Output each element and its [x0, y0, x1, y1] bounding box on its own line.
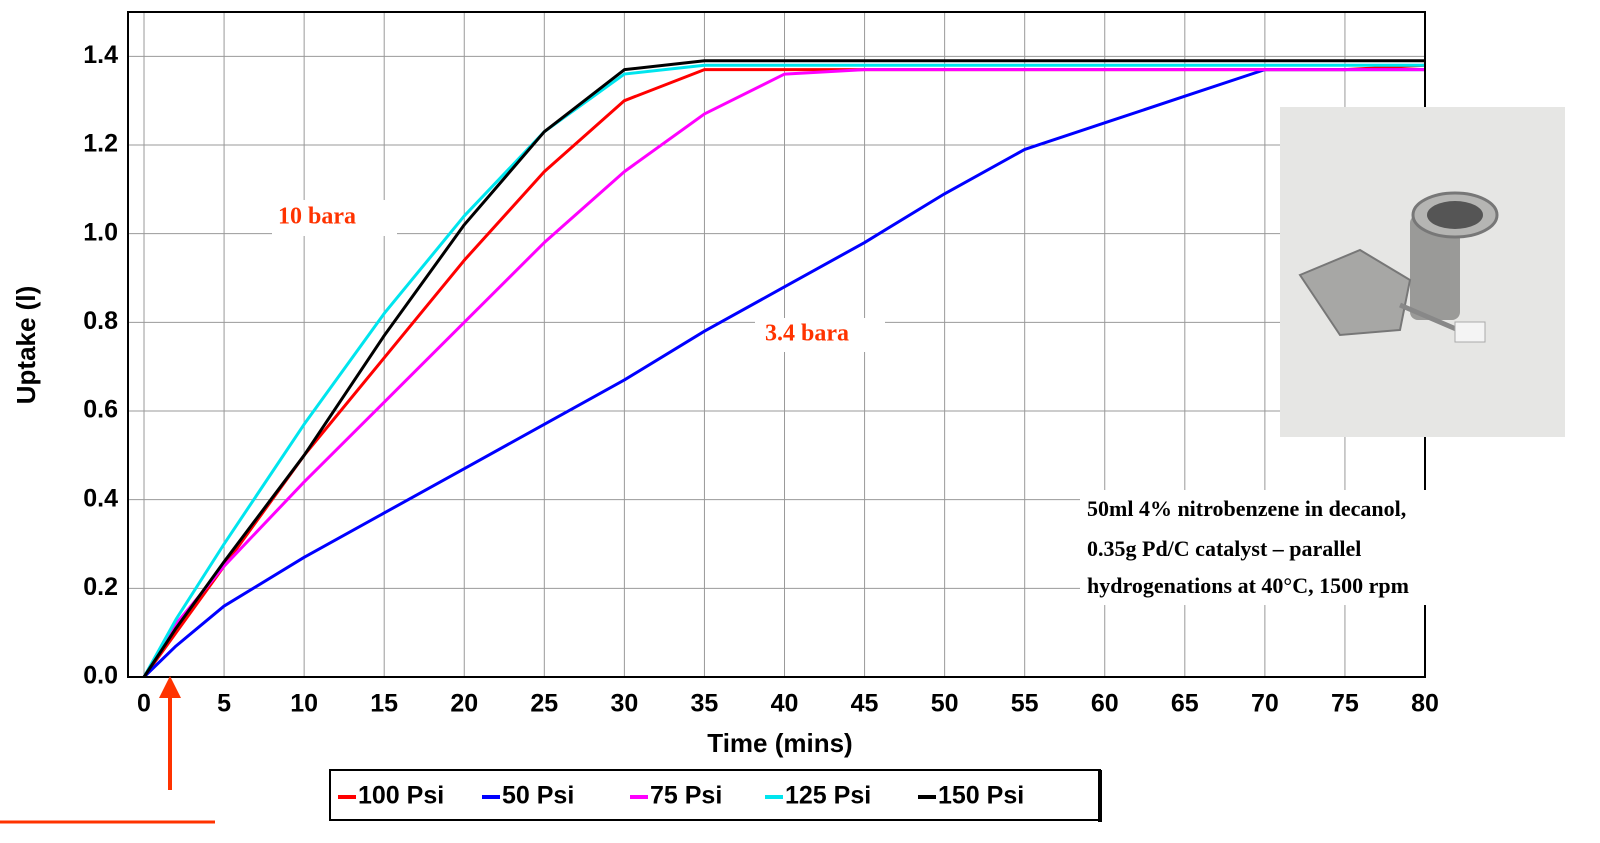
legend-label: 125 Psi: [785, 782, 871, 810]
annotation-background: [272, 200, 397, 236]
series-line: [142, 63, 1425, 678]
series-lines: [142, 59, 1426, 679]
x-tick-label: 30: [610, 690, 638, 718]
legend-label: 75 Psi: [650, 782, 722, 810]
x-tick-label: 25: [530, 690, 558, 718]
series-line: [142, 68, 1425, 678]
photo-cylinder-hole: [1427, 201, 1483, 229]
x-tick-label: 35: [691, 690, 719, 718]
x-tick-label: 20: [450, 690, 478, 718]
y-tick-label: 0.0: [83, 662, 118, 690]
y-tick-label: 0.2: [83, 573, 118, 601]
photo: [1280, 107, 1565, 437]
x-tick-label: 10: [290, 690, 318, 718]
x-tick-label: 50: [931, 690, 959, 718]
arrow-head: [159, 676, 181, 698]
x-tick-label: 45: [851, 690, 879, 718]
note-line: 0.35g Pd/C catalyst – parallel: [1087, 536, 1361, 561]
y-tick-label: 0.4: [83, 484, 118, 512]
x-tick-label: 70: [1251, 690, 1279, 718]
legend-label: 50 Psi: [502, 782, 574, 810]
y-axis-title: Uptake (l): [11, 286, 41, 404]
y-tick-label: 1.4: [83, 41, 118, 69]
y-tick-label: 0.8: [83, 307, 118, 335]
y-tick-label: 0.6: [83, 396, 118, 424]
x-tick-label: 5: [217, 690, 231, 718]
x-tick-label: 0: [137, 690, 151, 718]
series-line: [142, 68, 1425, 679]
legend-label: 100 Psi: [358, 782, 444, 810]
note-line: 50ml 4% nitrobenzene in decanol,: [1087, 496, 1406, 521]
x-tick-label: 40: [771, 690, 799, 718]
x-tick-label: 15: [370, 690, 398, 718]
grid: [128, 12, 1426, 678]
x-tick-label: 55: [1011, 690, 1039, 718]
note-background: [1080, 490, 1570, 605]
y-tick-label: 1.0: [83, 218, 118, 246]
x-tick-label: 65: [1171, 690, 1199, 718]
annotation-background: [755, 318, 885, 352]
x-tick-label: 80: [1411, 690, 1439, 718]
series-line: [142, 59, 1425, 678]
x-tick-label: 75: [1331, 690, 1359, 718]
x-tick-label: 60: [1091, 690, 1119, 718]
x-axis-title: Time (mins): [707, 728, 852, 758]
legend: 100 Psi 50 Psi 75 Psi 125 Psi 150 Psi: [338, 782, 1024, 810]
y-tick-label: 1.2: [83, 130, 118, 158]
photo-cylinder: [1410, 215, 1460, 320]
annotation: 10 bara: [278, 204, 356, 230]
legend-label: 150 Psi: [938, 782, 1024, 810]
photo-impeller: [1454, 321, 1486, 343]
note-line: hydrogenations at 40°C, 1500 rpm: [1087, 573, 1409, 598]
annotation: 3.4 bara: [765, 321, 849, 347]
